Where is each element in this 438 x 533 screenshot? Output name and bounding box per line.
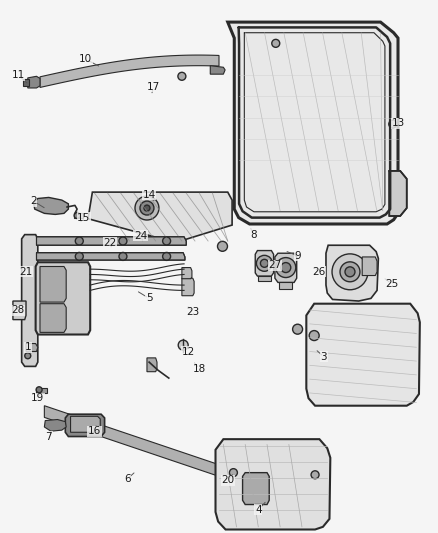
- Text: 19: 19: [31, 393, 44, 403]
- Polygon shape: [40, 266, 66, 302]
- Circle shape: [74, 213, 80, 219]
- Text: 6: 6: [124, 474, 131, 484]
- Text: 25: 25: [385, 279, 398, 288]
- Polygon shape: [44, 406, 258, 490]
- Polygon shape: [147, 358, 157, 372]
- Text: 14: 14: [142, 190, 156, 200]
- Circle shape: [140, 201, 154, 215]
- Circle shape: [119, 237, 127, 245]
- Polygon shape: [243, 473, 269, 505]
- Polygon shape: [40, 304, 66, 333]
- Polygon shape: [74, 213, 83, 217]
- Circle shape: [332, 254, 368, 290]
- Polygon shape: [88, 192, 232, 243]
- Polygon shape: [26, 344, 38, 351]
- Text: 13: 13: [392, 118, 405, 128]
- Circle shape: [309, 330, 319, 341]
- Text: 2: 2: [30, 196, 37, 206]
- Circle shape: [272, 39, 280, 47]
- Circle shape: [162, 237, 170, 245]
- Text: 8: 8: [251, 230, 257, 240]
- Polygon shape: [182, 278, 194, 296]
- Polygon shape: [28, 76, 40, 88]
- Text: 20: 20: [221, 475, 234, 485]
- Polygon shape: [36, 253, 185, 260]
- Text: 24: 24: [134, 231, 147, 241]
- Polygon shape: [36, 237, 186, 245]
- Circle shape: [218, 241, 227, 251]
- Polygon shape: [40, 55, 219, 87]
- Circle shape: [119, 253, 127, 261]
- Text: 1: 1: [25, 342, 31, 352]
- Polygon shape: [33, 197, 68, 214]
- Polygon shape: [275, 253, 297, 282]
- Polygon shape: [71, 416, 100, 432]
- Polygon shape: [44, 419, 66, 431]
- Polygon shape: [35, 262, 90, 335]
- Circle shape: [340, 262, 360, 282]
- Circle shape: [75, 253, 83, 261]
- Polygon shape: [326, 245, 378, 301]
- Text: 16: 16: [88, 426, 101, 436]
- Text: 5: 5: [146, 293, 152, 303]
- Polygon shape: [21, 235, 38, 366]
- Circle shape: [293, 324, 303, 334]
- Circle shape: [162, 253, 170, 261]
- Circle shape: [261, 260, 268, 267]
- Polygon shape: [389, 171, 407, 216]
- Polygon shape: [279, 282, 292, 289]
- Circle shape: [75, 237, 83, 245]
- Text: 26: 26: [312, 267, 325, 277]
- Polygon shape: [255, 251, 274, 276]
- Text: 23: 23: [186, 306, 199, 317]
- Polygon shape: [362, 257, 377, 276]
- Circle shape: [135, 196, 159, 220]
- Polygon shape: [65, 414, 105, 437]
- Text: 12: 12: [182, 346, 195, 357]
- Circle shape: [281, 263, 291, 272]
- Text: 3: 3: [321, 352, 327, 362]
- Circle shape: [311, 471, 319, 479]
- Text: 28: 28: [11, 305, 25, 315]
- Text: 21: 21: [19, 267, 33, 277]
- Text: 27: 27: [268, 261, 282, 270]
- Circle shape: [25, 353, 31, 359]
- Text: 4: 4: [255, 505, 261, 515]
- Text: 10: 10: [79, 54, 92, 64]
- Circle shape: [230, 469, 237, 477]
- Polygon shape: [306, 304, 420, 406]
- Polygon shape: [228, 22, 398, 224]
- Polygon shape: [23, 79, 28, 86]
- Text: 15: 15: [77, 213, 90, 223]
- Polygon shape: [210, 66, 225, 74]
- Circle shape: [276, 257, 296, 278]
- Polygon shape: [182, 268, 192, 279]
- Polygon shape: [258, 276, 271, 281]
- Text: 18: 18: [193, 364, 206, 374]
- Text: 11: 11: [11, 70, 25, 80]
- Text: 17: 17: [147, 82, 160, 92]
- Text: 9: 9: [294, 251, 301, 261]
- Polygon shape: [215, 439, 330, 529]
- Circle shape: [389, 120, 397, 128]
- Polygon shape: [13, 301, 26, 320]
- Circle shape: [144, 205, 150, 211]
- Circle shape: [178, 72, 186, 80]
- Text: 22: 22: [103, 238, 117, 248]
- Polygon shape: [35, 387, 46, 393]
- Circle shape: [36, 387, 42, 393]
- Circle shape: [345, 267, 355, 277]
- Circle shape: [256, 255, 272, 271]
- Text: 7: 7: [46, 432, 52, 441]
- Circle shape: [178, 340, 188, 350]
